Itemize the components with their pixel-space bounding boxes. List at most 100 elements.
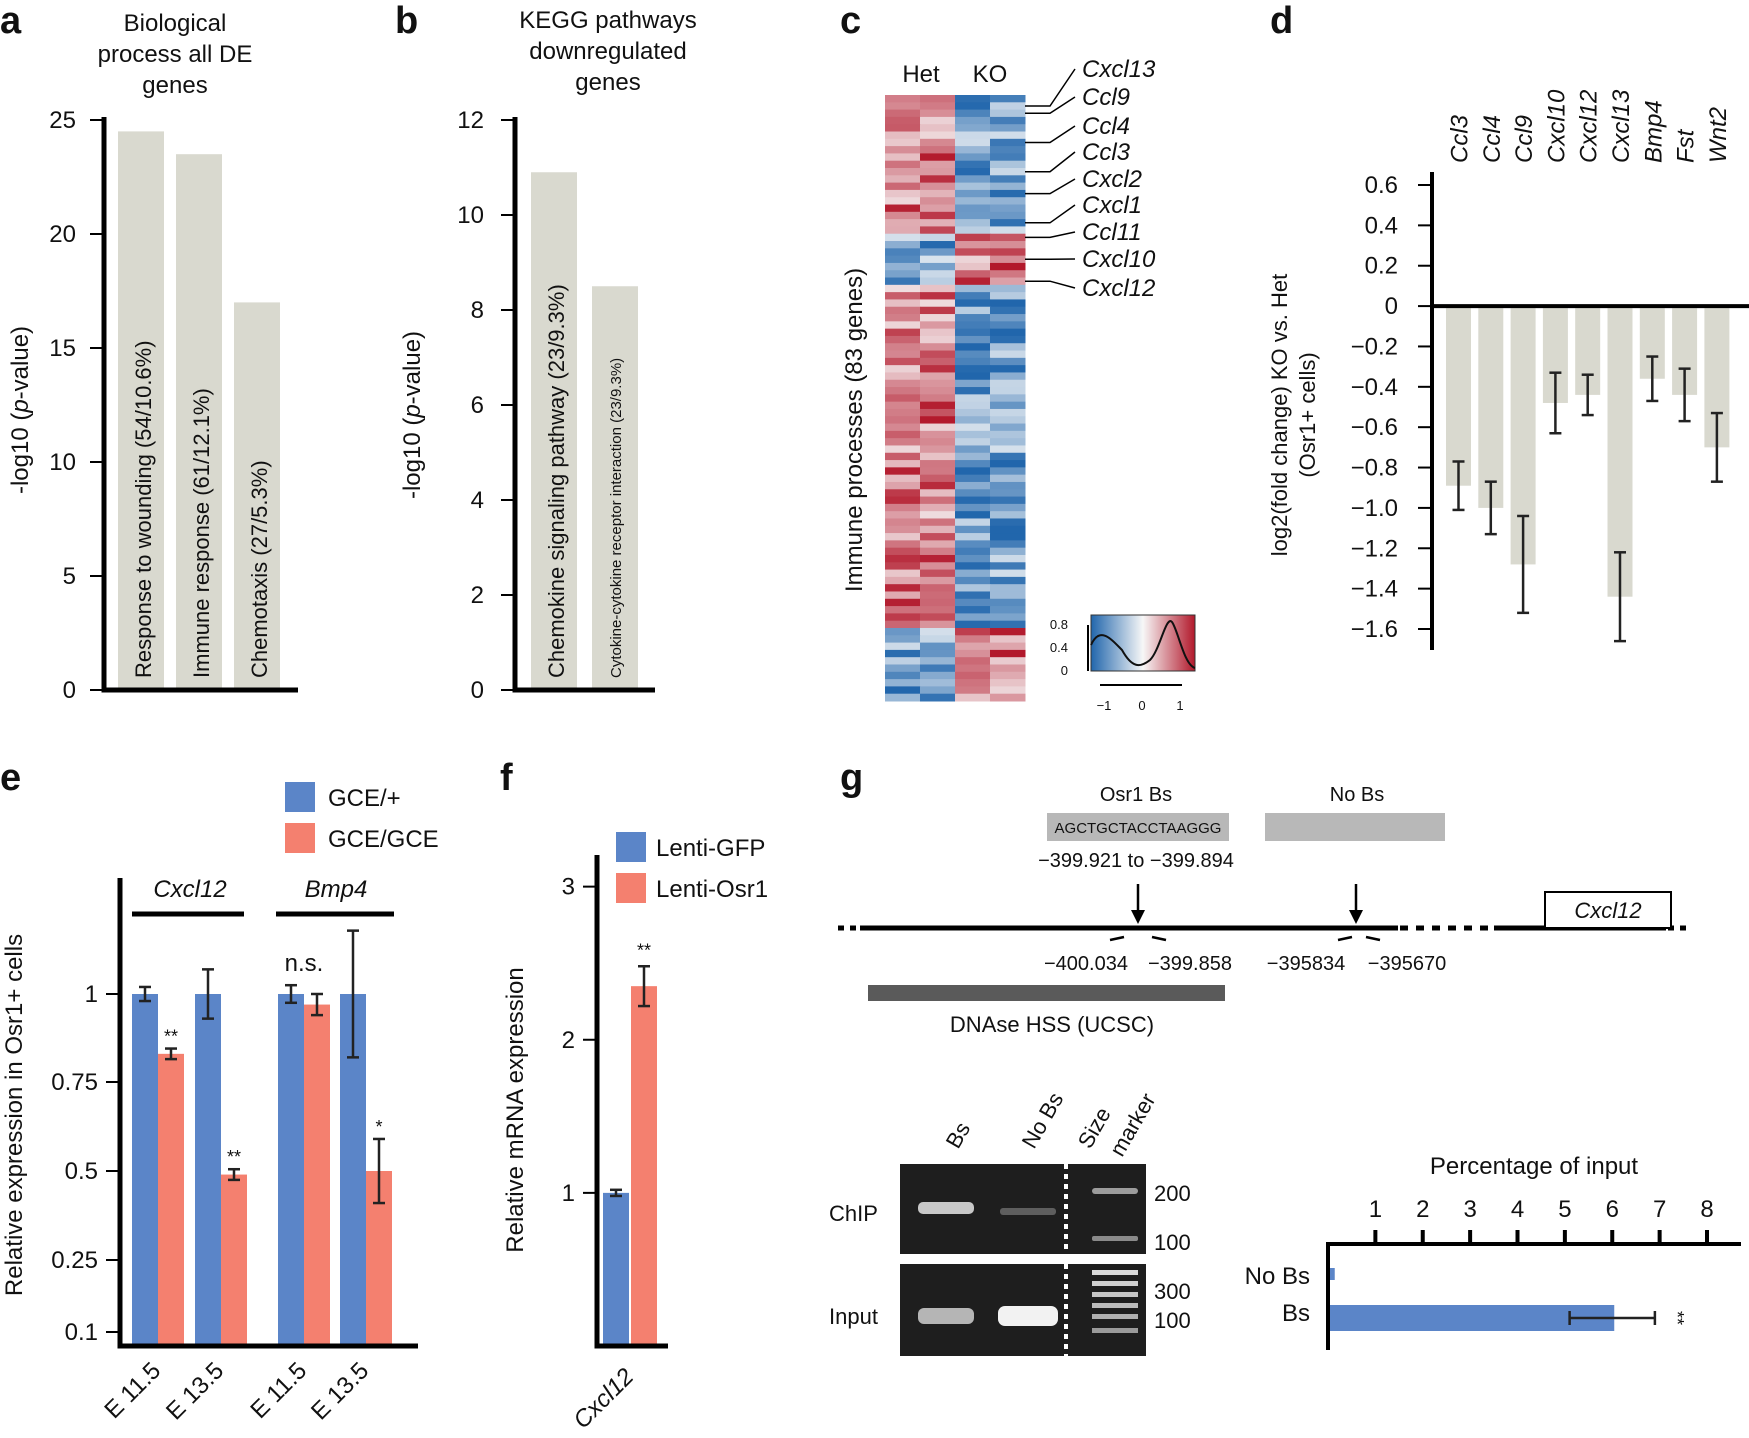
heatmap-cell <box>920 379 956 388</box>
heatmap-gene-leader <box>1025 231 1076 239</box>
legend-swatch-lenti-osr1 <box>616 873 646 903</box>
heatmap-cell <box>920 613 956 622</box>
panel-f-bars: ** <box>603 940 657 1344</box>
heatmap-cell <box>955 671 991 680</box>
heatmap-cell <box>990 584 1026 592</box>
heatmap-cell <box>955 657 991 665</box>
heatmap-cell <box>990 219 1026 227</box>
osr1-site-label: Osr1 Bs <box>1100 784 1172 806</box>
panel-d-category-label: Fst <box>1673 128 1700 163</box>
panel-f-y-tick-label: 1 <box>562 1180 575 1207</box>
heatmap-cell <box>990 109 1026 118</box>
panel-d-y-tick-label: −1.0 <box>1351 495 1398 522</box>
heatmap-cell <box>990 467 1026 476</box>
heatmap-cell <box>885 452 921 461</box>
panel-label-d: d <box>1270 0 1293 42</box>
heatmap-cell <box>885 226 921 235</box>
heatmap-cell <box>990 430 1026 439</box>
heatmap-gene-leader <box>1025 280 1076 289</box>
panel-e-bar <box>278 994 304 1344</box>
heatmap-gene-leader <box>1025 125 1076 144</box>
heatmap-cell <box>990 124 1026 132</box>
heatmap-cell <box>920 153 956 162</box>
heatmap-cell <box>885 562 921 571</box>
heatmap-cell <box>990 357 1026 366</box>
heatmap-cell <box>955 124 991 132</box>
heatmap-cell <box>955 321 991 330</box>
panel-a-bar <box>234 302 280 688</box>
heatmap-cell <box>920 627 956 636</box>
heatmap-cell <box>955 219 991 227</box>
panel-d-y-tick-label: 0.6 <box>1365 172 1398 199</box>
heatmap-cell <box>920 606 956 614</box>
panel-d-category-label: Ccl4 <box>1479 115 1506 163</box>
heatmap-cell <box>955 394 991 403</box>
panel-a-y-tick-label: 20 <box>49 221 76 248</box>
heatmap-cell <box>920 284 956 293</box>
legend-label-gce-gce: GCE/GCE <box>328 826 439 853</box>
panel-g-x-tick-label: 5 <box>1558 1196 1571 1223</box>
heatmap-cell <box>920 343 956 352</box>
panel-d-bar <box>1607 308 1633 597</box>
panel-a-bar-label: Response to wounding (54/10.6%) <box>131 340 156 678</box>
heatmap-cell <box>885 533 921 541</box>
panel-e-axes <box>117 878 418 1349</box>
panel-f-y-tick-label: 3 <box>562 874 575 901</box>
heatmap-cell <box>955 416 991 425</box>
panel-b-y-tick-label: 8 <box>471 297 484 324</box>
panel-f-y-tick-label: 2 <box>562 1027 575 1054</box>
heatmap-cell <box>920 620 956 629</box>
panel-a-y-tick-label: 15 <box>49 335 76 362</box>
heatmap-cell <box>955 357 991 366</box>
heatmap-gene-label: Cxcl2 <box>1082 166 1142 193</box>
heatmap-cell <box>920 306 956 315</box>
panel-d-y-tick-label: 0.2 <box>1365 253 1398 280</box>
heatmap-gene-label: Ccl4 <box>1082 113 1130 140</box>
panel-g-x-ticks: 1 2 3 4 5 6 7 8 <box>1369 1196 1714 1244</box>
gel-input-marker-label-100: 100 <box>1154 1308 1191 1333</box>
heatmap-cell <box>920 664 956 673</box>
heatmap-cell <box>920 679 956 687</box>
heatmap-cell <box>955 467 991 476</box>
heatmap-gene-leader <box>1025 151 1076 173</box>
heatmap-cell <box>920 452 956 461</box>
gel-col-bs: Bs <box>941 1118 975 1153</box>
panel-b-y-tick-label: 2 <box>471 582 484 609</box>
primer-rev-2 <box>1365 935 1381 942</box>
heatmap-cell <box>990 284 1026 293</box>
panel-e-stage-label: E 11.5 <box>99 1357 166 1424</box>
heatmap-cell <box>885 503 921 512</box>
heatmap-cell <box>920 233 956 242</box>
panel-a-bar-label: Chemotaxis (27/5.3%) <box>247 460 272 678</box>
heatmap-cell <box>990 131 1026 140</box>
heatmap-cell <box>885 168 921 176</box>
panel-f-y-ticks: 1 2 3 <box>562 874 597 1207</box>
heatmap-cell <box>920 138 956 147</box>
heatmap-cell <box>885 569 921 578</box>
heatmap-cell <box>955 175 991 184</box>
heatmap-cell <box>885 423 921 432</box>
heatmap-cell <box>885 496 921 505</box>
heatmap-cell <box>990 635 1026 644</box>
panel-d-y-tick-label: −0.6 <box>1351 414 1398 441</box>
panel-g-x-tick-label: 8 <box>1700 1196 1713 1223</box>
panel-d-category-label: Ccl9 <box>1511 115 1538 163</box>
heatmap-cell <box>885 635 921 644</box>
heatmap-cell <box>955 693 991 702</box>
panel-b-bars: Chemokine signaling pathway (23/9.3%) Cyt… <box>531 172 638 688</box>
color-key-x-tick-2: 1 <box>1176 698 1183 713</box>
panel-a-title-line-3: genes <box>142 72 207 99</box>
panel-a: a Biological process all DE genes -log10… <box>0 0 298 704</box>
heatmap-cell <box>885 95 921 103</box>
heatmap-cell <box>955 635 991 644</box>
heatmap-cell <box>955 540 991 549</box>
panel-b-bar <box>592 286 638 688</box>
heatmap-cell <box>920 372 956 381</box>
panel-e-bar <box>221 1174 247 1344</box>
heatmap-cell <box>990 445 1026 454</box>
heatmap-cell <box>955 445 991 454</box>
panel-e-stage-label: E 13.5 <box>161 1357 229 1425</box>
heatmap-cell <box>920 671 956 680</box>
panel-label-f: f <box>500 757 513 799</box>
